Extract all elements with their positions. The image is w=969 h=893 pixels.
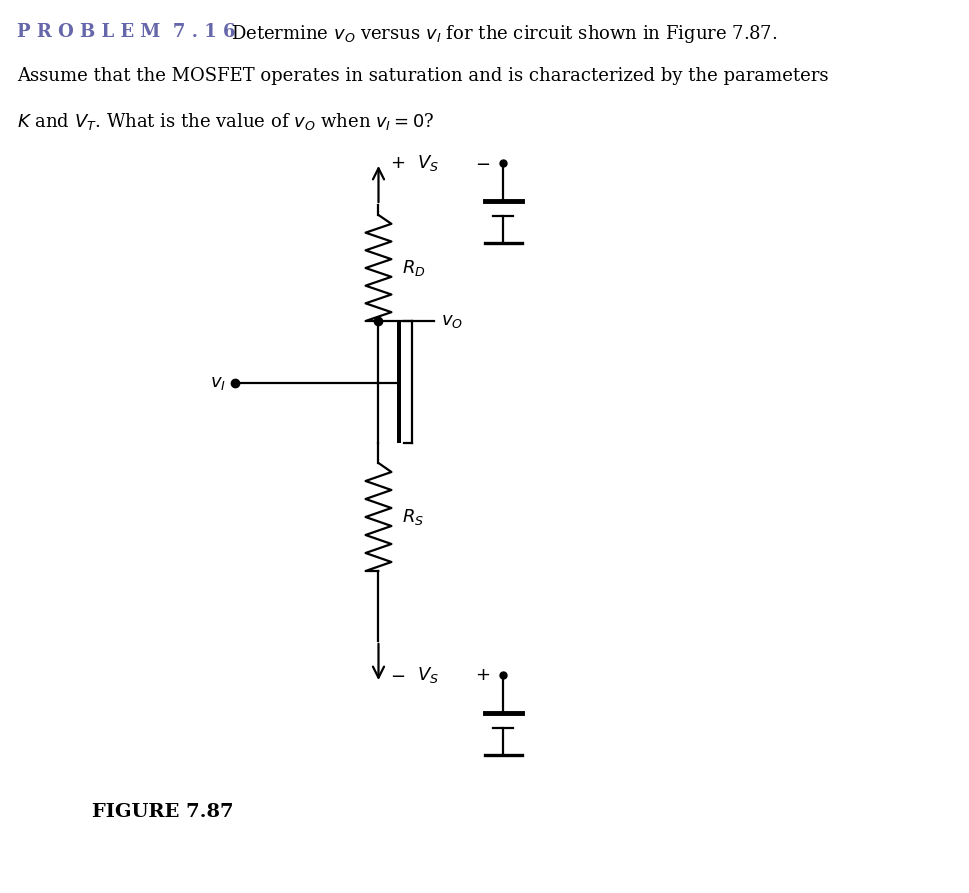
Text: Determine $v_O$ versus $v_I$ for the circuit shown in Figure 7.87.: Determine $v_O$ versus $v_I$ for the cir… [231,23,777,45]
Text: P R O B L E M  7 . 1 6: P R O B L E M 7 . 1 6 [16,23,235,41]
Text: FIGURE 7.87: FIGURE 7.87 [92,803,234,821]
Text: Assume that the MOSFET operates in saturation and is characterized by the parame: Assume that the MOSFET operates in satur… [16,67,828,85]
Text: $+$: $+$ [476,666,490,684]
Text: $v_O$: $v_O$ [441,312,463,330]
Text: $+$: $+$ [391,154,406,172]
Text: $V_S$: $V_S$ [418,665,439,685]
Text: $v_I$: $v_I$ [210,374,226,392]
Text: $-$: $-$ [391,666,406,684]
Text: $-$: $-$ [476,154,490,172]
Text: $V_S$: $V_S$ [418,153,439,173]
Text: $R_S$: $R_S$ [401,507,423,527]
Text: $K$ and $V_T$. What is the value of $v_O$ when $v_I = 0$?: $K$ and $V_T$. What is the value of $v_O… [16,111,434,132]
Text: $R_D$: $R_D$ [401,258,425,278]
